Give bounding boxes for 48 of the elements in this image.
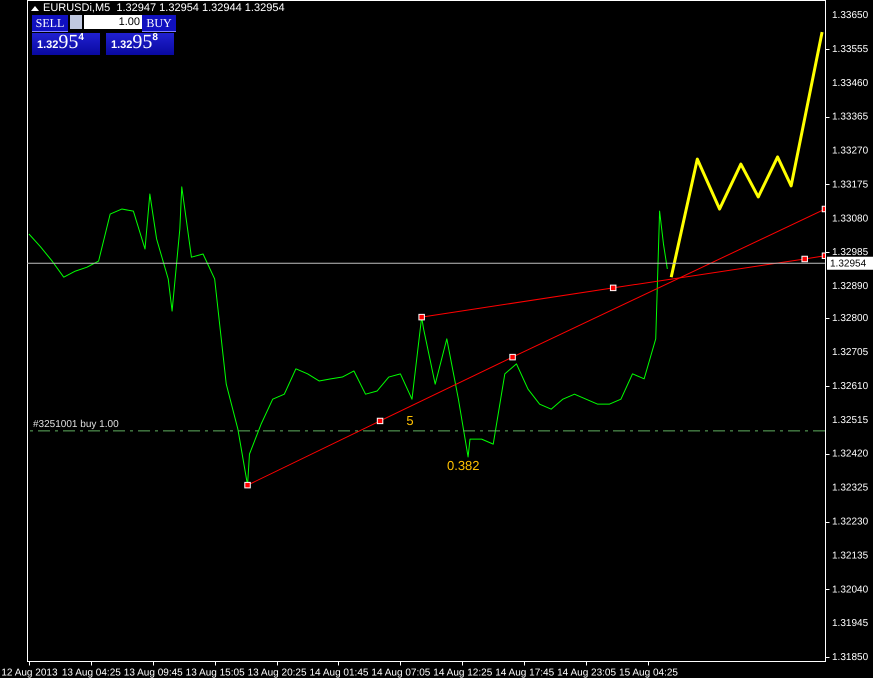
point: [610, 284, 616, 292]
y-tick-label: 1.32705: [832, 347, 869, 358]
ref-line-label: #3251001 buy 1.00: [33, 418, 120, 430]
annotation: 5: [406, 413, 414, 428]
annotation: BUY: [142, 15, 176, 32]
y-tick-label: 1.31945: [832, 618, 869, 630]
point: [418, 314, 425, 320]
x-tick-label: 14 Aug 01:45: [309, 668, 369, 678]
x-tick-label: 14 Aug 12:25: [433, 668, 493, 678]
point: [509, 354, 516, 360]
y-tick-label: 1.32230: [832, 516, 869, 528]
annotation: 1.3295$^{8}$: [111, 31, 158, 53]
y-tick-label: 1.32040: [832, 584, 869, 596]
y-tick-label: 1.33555: [832, 44, 869, 55]
x-tick-label: 13 Aug 09:45: [124, 668, 184, 678]
ref-line-label: 1.32954: [830, 258, 867, 270]
y-tick-label: 1.32890: [832, 281, 869, 292]
x-tick-label: 15 Aug 04:25: [619, 668, 678, 678]
y-tick-label: 1.32610: [832, 380, 869, 392]
annotation: 0.382: [446, 458, 480, 473]
x-tick-label: 12 Aug 2013: [1, 668, 58, 678]
x-tick-label: 13 Aug 04:25: [62, 668, 122, 678]
x-tick-label: 14 Aug 17:45: [495, 668, 555, 678]
point: [376, 418, 384, 424]
y-tick-label: 1.32515: [832, 414, 869, 426]
annotation: SELL: [32, 15, 68, 32]
y-tick-label: 1.32800: [832, 313, 869, 324]
x-tick-label: 14 Aug 23:05: [557, 668, 616, 678]
y-tick-label: 1.33365: [832, 112, 869, 123]
y-tick-label: 1.31850: [832, 652, 869, 664]
x-tick-label: 13 Aug 15:05: [186, 668, 246, 678]
x-tick-label: 13 Aug 20:25: [248, 668, 307, 678]
y-tick-label: 1.33270: [832, 146, 869, 157]
y-tick-label: 1.32135: [832, 550, 869, 562]
y-tick-label: 1.32420: [832, 448, 869, 460]
point: [244, 482, 251, 488]
chart-title: EURUSDi,M5 1.32947 1.32954 1.32944 1.32954: [43, 2, 285, 14]
y-tick-label: 1.32325: [832, 482, 869, 494]
x-tick-label: 14 Aug 07:05: [371, 668, 431, 678]
line-series: [670, 30, 824, 279]
lot-size-field: 1.00: [84, 15, 142, 29]
y-tick-label: 1.33175: [832, 179, 869, 190]
y-tick-label: 1.33460: [832, 78, 869, 89]
point: [801, 256, 808, 262]
y-tick-label: 1.32985: [832, 247, 869, 258]
y-tick-label: 1.33650: [832, 10, 869, 21]
y-tick-label: 1.33080: [832, 213, 869, 224]
annotation: 1.3295$^{4}$: [37, 31, 84, 53]
